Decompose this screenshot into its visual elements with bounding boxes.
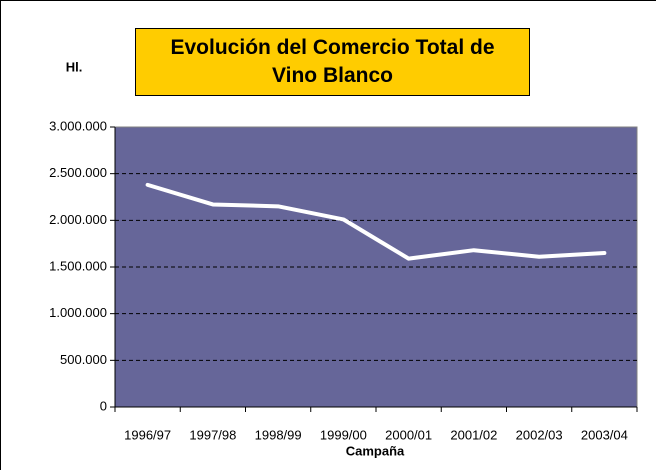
chart-title: Evolución del Comercio Total de Vino Bla… xyxy=(135,28,530,96)
y-tick-label: 500.000 xyxy=(60,352,107,367)
y-tick-label: 1.000.000 xyxy=(49,305,107,320)
y-tick-label: 2.000.000 xyxy=(49,212,107,227)
y-tick-label: 2.500.000 xyxy=(49,165,107,180)
y-tick-label: 1.500.000 xyxy=(49,258,107,273)
y-axis-label: Hl. xyxy=(66,59,83,74)
y-tick-label: 3.000.000 xyxy=(49,118,107,133)
x-tick-label: 1996/97 xyxy=(124,427,171,442)
x-axis-label: Campaña xyxy=(346,443,405,458)
x-tick-label: 1997/98 xyxy=(189,427,236,442)
x-tick-label: 2003/04 xyxy=(581,427,628,442)
x-tick-label: 2002/03 xyxy=(516,427,563,442)
x-tick-label: 2000/01 xyxy=(385,427,432,442)
x-tick-label: 1998/99 xyxy=(255,427,302,442)
x-tick-label: 2001/02 xyxy=(450,427,497,442)
data-line xyxy=(145,182,607,261)
y-tick-label: 0 xyxy=(100,398,107,413)
x-tick-label: 1999/00 xyxy=(320,427,367,442)
